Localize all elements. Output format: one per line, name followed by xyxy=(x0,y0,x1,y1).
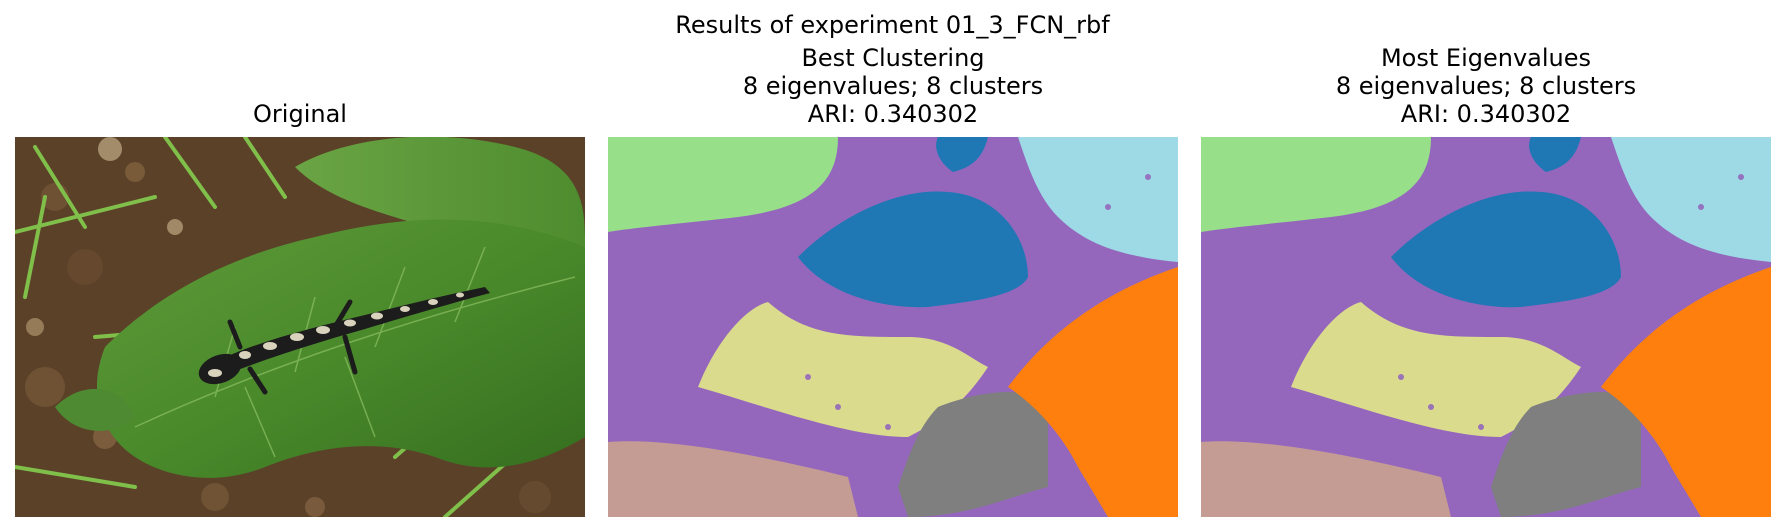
panel-title-line: ARI: 0.340302 xyxy=(1400,100,1572,128)
cluster-blue xyxy=(1391,191,1621,308)
figure-title: Results of experiment 01_3_FCN_rbf xyxy=(675,11,1110,39)
panel-title-line: Best Clustering xyxy=(801,44,985,72)
soil-texture xyxy=(25,137,551,517)
cluster-orange xyxy=(1008,267,1178,517)
small-leaf xyxy=(55,388,135,431)
segmentation-svg-most xyxy=(1201,137,1771,517)
cluster-noise xyxy=(1398,156,1744,430)
cluster-olive xyxy=(698,302,988,437)
main-leaf xyxy=(96,219,585,478)
segmentation-map-most-eigenvalues xyxy=(1201,137,1771,517)
cluster-noise xyxy=(805,156,1151,430)
cluster-blue-top xyxy=(936,137,988,172)
cluster-green xyxy=(608,137,838,232)
grass-blades xyxy=(15,137,537,517)
cluster-gray xyxy=(898,392,1048,517)
cluster-brown xyxy=(1201,441,1451,517)
panel-title-line: Original xyxy=(253,100,347,128)
cluster-green xyxy=(1201,137,1431,232)
panel-title-best-clustering: Best Clustering 8 eigenvalues; 8 cluster… xyxy=(608,44,1178,128)
segmentation-svg-best xyxy=(608,137,1178,517)
panel-title-line: ARI: 0.340302 xyxy=(807,100,979,128)
cluster-brown xyxy=(608,441,858,517)
original-photo-svg xyxy=(15,137,585,517)
panel-title-most-eigenvalues: Most Eigenvalues 8 eigenvalues; 8 cluste… xyxy=(1201,44,1771,128)
cluster-orange xyxy=(1601,267,1771,517)
panel-title-line: 8 eigenvalues; 8 clusters xyxy=(1335,72,1637,100)
cluster-gray xyxy=(1491,392,1641,517)
salamander xyxy=(198,287,490,395)
panel-title-line: Most Eigenvalues xyxy=(1380,44,1592,72)
panel-title-line: 8 eigenvalues; 8 clusters xyxy=(742,72,1044,100)
cluster-olive xyxy=(1291,302,1581,437)
panel-title-original: Original xyxy=(15,100,585,128)
cluster-light-blue xyxy=(1611,137,1771,262)
original-image xyxy=(15,137,585,517)
cluster-light-blue xyxy=(1018,137,1178,262)
cluster-blue-top xyxy=(1529,137,1581,172)
segmentation-map-best xyxy=(608,137,1178,517)
cluster-blue xyxy=(798,191,1028,308)
